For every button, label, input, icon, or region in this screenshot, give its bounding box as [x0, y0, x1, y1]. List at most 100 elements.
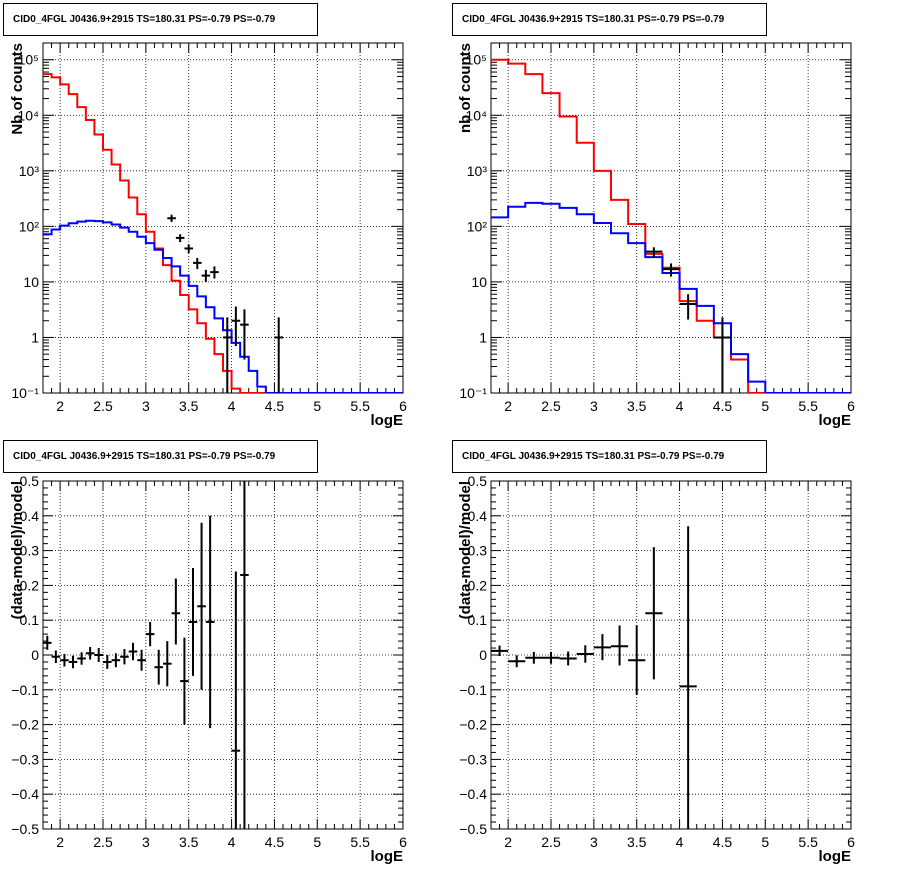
x-tick-label: 3 — [142, 834, 150, 850]
data-point — [611, 625, 629, 666]
x-tick-label: 5 — [313, 398, 321, 414]
plot-frame — [42, 42, 404, 394]
data-point — [145, 621, 155, 647]
y-tick-label: −0.5 — [11, 821, 39, 837]
data-point — [274, 317, 283, 393]
x-tick-label: 6 — [399, 398, 407, 414]
x-tick-label: 3 — [590, 398, 598, 414]
axis-ticks — [490, 480, 852, 830]
data-point — [137, 649, 146, 671]
y-tick-label: 0.2 — [468, 577, 488, 593]
x-tick-label: 4.5 — [265, 834, 285, 850]
data-point — [645, 547, 663, 680]
y-tick-label: −0.2 — [459, 717, 487, 733]
y-tick-label: −0.1 — [11, 682, 39, 698]
data-point — [154, 649, 163, 685]
y-tick-label: 0.4 — [20, 508, 40, 524]
y-tick-label: 10² — [19, 218, 40, 234]
y-axis-label: (data-model)/model — [457, 481, 474, 619]
x-tick-label: 3 — [590, 834, 598, 850]
data-point — [175, 234, 185, 243]
title-box — [452, 440, 767, 473]
axis-ticks — [42, 42, 404, 394]
plot-frame — [490, 42, 852, 394]
title-text: CID0_4FGL J0436.9+2915 TS=180.31 PS=-0.7… — [13, 451, 276, 462]
y-tick-label: 0.3 — [468, 543, 488, 559]
data-point — [223, 317, 232, 393]
data-point — [508, 655, 526, 668]
y-tick-label: −0.3 — [11, 751, 39, 767]
data-point — [679, 294, 697, 320]
y-tick-label: 0 — [31, 647, 39, 663]
y-tick-label: 10⁴ — [465, 107, 487, 123]
x-tick-label: 4 — [228, 834, 236, 850]
title-box — [3, 3, 318, 36]
chart-title: CID0_4FGL J0436.9+2915 TS=180.31 PS=-0.7… — [3, 3, 318, 36]
title-box — [452, 3, 767, 36]
x-tick-label: 2 — [56, 398, 64, 414]
y-tick-label: −0.4 — [459, 786, 487, 802]
data-point — [525, 651, 543, 664]
panel-bottom-left: CID0_4FGL J0436.9+2915 TS=180.31 PS=-0.7… — [3, 440, 407, 865]
x-tick-label: 2.5 — [93, 398, 113, 414]
x-tick-label: 2.5 — [541, 834, 561, 850]
x-axis-label: logE — [819, 848, 852, 865]
y-tick-label: 0.4 — [468, 508, 488, 524]
x-tick-label: 5.5 — [798, 834, 818, 850]
x-tick-label: 4.5 — [713, 398, 733, 414]
data-point — [576, 645, 594, 663]
source-model-histogram — [491, 201, 851, 393]
data-point — [679, 526, 697, 829]
y-axis-label: Nb of counts — [9, 43, 26, 135]
data-point — [68, 655, 78, 669]
x-tick-label: 4 — [676, 398, 684, 414]
data-point — [593, 634, 611, 661]
x-tick-label: 3.5 — [179, 834, 199, 850]
data-point — [231, 571, 241, 829]
x-tick-label: 2 — [504, 834, 512, 850]
data-point — [171, 578, 181, 645]
y-tick-label: 10 — [23, 274, 39, 290]
y-tick-label: −0.1 — [459, 682, 487, 698]
data-point — [120, 649, 129, 665]
data-point — [240, 481, 249, 829]
x-tick-label: 3.5 — [627, 398, 647, 414]
data-point — [111, 653, 121, 668]
data-point — [94, 648, 103, 662]
x-tick-label: 2 — [56, 834, 64, 850]
y-tick-label: 10³ — [467, 163, 488, 179]
y-tick-label: −0.3 — [459, 751, 487, 767]
title-box — [3, 440, 318, 473]
x-tick-label: 5.5 — [350, 398, 370, 414]
x-tick-label: 5 — [761, 398, 769, 414]
x-axis-label: logE — [371, 848, 404, 865]
y-tick-label: 0.3 — [20, 543, 40, 559]
y-tick-label: −0.4 — [11, 786, 39, 802]
axis-ticks — [490, 42, 852, 394]
data-point — [240, 309, 249, 360]
y-tick-label: 10⁻¹ — [11, 385, 39, 401]
y-axis-label: nb of counts — [457, 43, 474, 133]
title-text: CID0_4FGL J0436.9+2915 TS=180.31 PS=-0.7… — [462, 451, 725, 462]
data-point — [645, 247, 663, 258]
y-tick-label: 10 — [471, 274, 487, 290]
data-point — [180, 637, 189, 725]
x-tick-label: 4.5 — [265, 398, 285, 414]
grid — [491, 43, 852, 394]
data-point — [163, 641, 172, 687]
y-tick-label: 10⁵ — [466, 52, 487, 68]
x-tick-label: 6 — [399, 834, 407, 850]
chart-title: CID0_4FGL J0436.9+2915 TS=180.31 PS=-0.7… — [452, 440, 767, 473]
y-tick-label: 10² — [467, 218, 488, 234]
axis-ticks — [42, 480, 404, 830]
x-tick-label: 3 — [142, 398, 150, 414]
x-axis-label: logE — [371, 412, 404, 429]
data-point — [628, 625, 646, 696]
x-tick-label: 4 — [228, 398, 236, 414]
data-point — [713, 317, 731, 393]
y-tick-label: 0.1 — [20, 612, 40, 628]
data-point — [231, 306, 241, 347]
y-tick-label: −0.2 — [11, 717, 39, 733]
grid — [43, 43, 404, 394]
x-tick-label: 4 — [676, 834, 684, 850]
